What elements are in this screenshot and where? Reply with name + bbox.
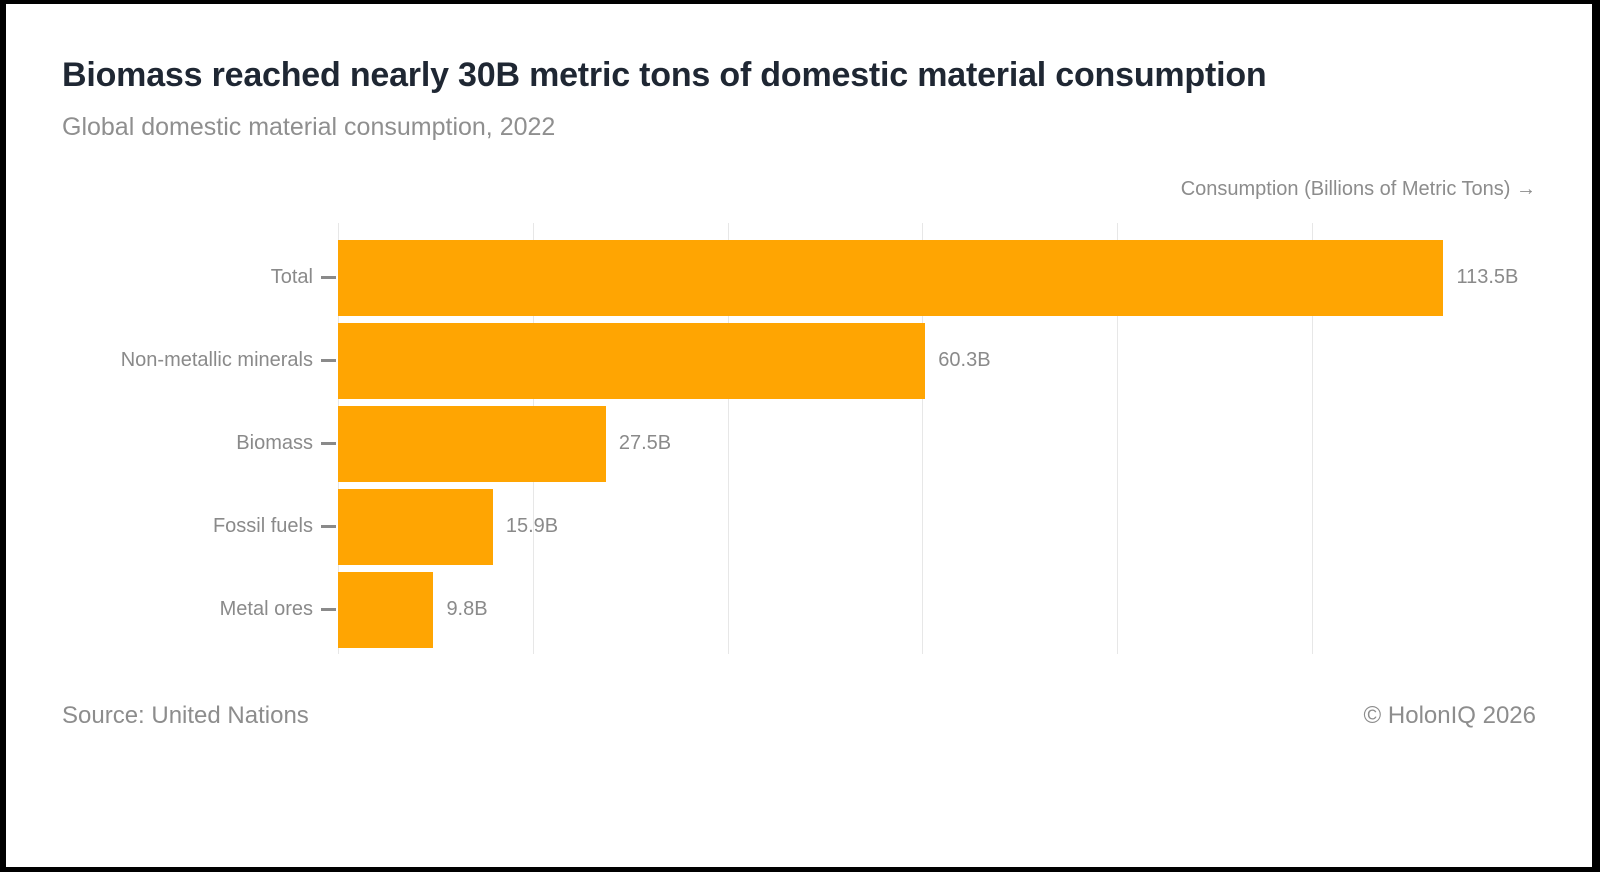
gridline <box>1117 223 1119 654</box>
axis-tick-mark <box>321 442 336 445</box>
gridline <box>1311 223 1313 654</box>
bar <box>338 571 434 648</box>
axis-tick-mark <box>321 525 336 528</box>
bar-row: Total 113.5B <box>62 236 1536 319</box>
axis-tick-mark <box>321 608 336 611</box>
bar-track: 9.8B <box>338 568 1536 651</box>
value-label: 60.3B <box>938 349 991 371</box>
value-label: 15.9B <box>505 515 559 537</box>
chart-subtitle: Global domestic material consumption, 20… <box>62 113 556 141</box>
copyright-note: © HolonIQ 2026 <box>1363 702 1536 729</box>
category-label-cell: Metal ores <box>62 598 338 621</box>
value-label: 113.5B <box>1456 266 1519 288</box>
bar <box>338 488 493 565</box>
bar-track: 15.9B <box>338 485 1536 568</box>
category-label: Metal ores <box>219 598 313 620</box>
bar-row: Fossil fuels 15.9B <box>62 485 1536 568</box>
category-label: Biomass <box>236 432 313 454</box>
chart-footer: Source: United Nations © HolonIQ 2026 <box>62 702 1536 730</box>
gridline <box>727 223 729 654</box>
bar-track: 113.5B <box>338 236 1536 319</box>
bar-rows: Total 113.5B Non-metallic minerals 60.3B… <box>62 236 1536 651</box>
bar-track: 60.3B <box>338 319 1536 402</box>
bar-track: 27.5B <box>338 402 1536 485</box>
value-label: 9.8B <box>446 598 488 620</box>
category-label-cell: Non-metallic minerals <box>62 349 338 372</box>
axis-tick-mark <box>321 276 336 279</box>
value-label: 27.5B <box>618 432 672 454</box>
bar-row: Metal ores 9.8B <box>62 568 1536 651</box>
bar-row: Non-metallic minerals 60.3B <box>62 319 1536 402</box>
category-label-cell: Fossil fuels <box>62 515 338 538</box>
x-axis-label-row: Consumption (Billions of Metric Tons) → <box>62 178 1536 201</box>
bar <box>338 405 606 482</box>
category-label-cell: Total <box>62 266 338 289</box>
bar-row: Biomass 27.5B <box>62 402 1536 485</box>
gridline <box>922 223 924 654</box>
x-axis-label: Consumption (Billions of Metric Tons) → <box>1180 178 1536 200</box>
axis-tick-mark <box>321 359 336 362</box>
chart-title: Biomass reached nearly 30B metric tons o… <box>62 56 1267 94</box>
category-label: Total <box>270 266 313 288</box>
category-label: Fossil fuels <box>212 515 313 537</box>
source-note: Source: United Nations <box>62 702 309 729</box>
chart-card: Biomass reached nearly 30B metric tons o… <box>6 4 1592 867</box>
bar <box>338 322 926 399</box>
bar <box>338 239 1444 316</box>
category-label: Non-metallic minerals <box>120 349 313 371</box>
category-label-cell: Biomass <box>62 432 338 455</box>
plot-area: Total 113.5B Non-metallic minerals 60.3B… <box>62 223 1536 654</box>
